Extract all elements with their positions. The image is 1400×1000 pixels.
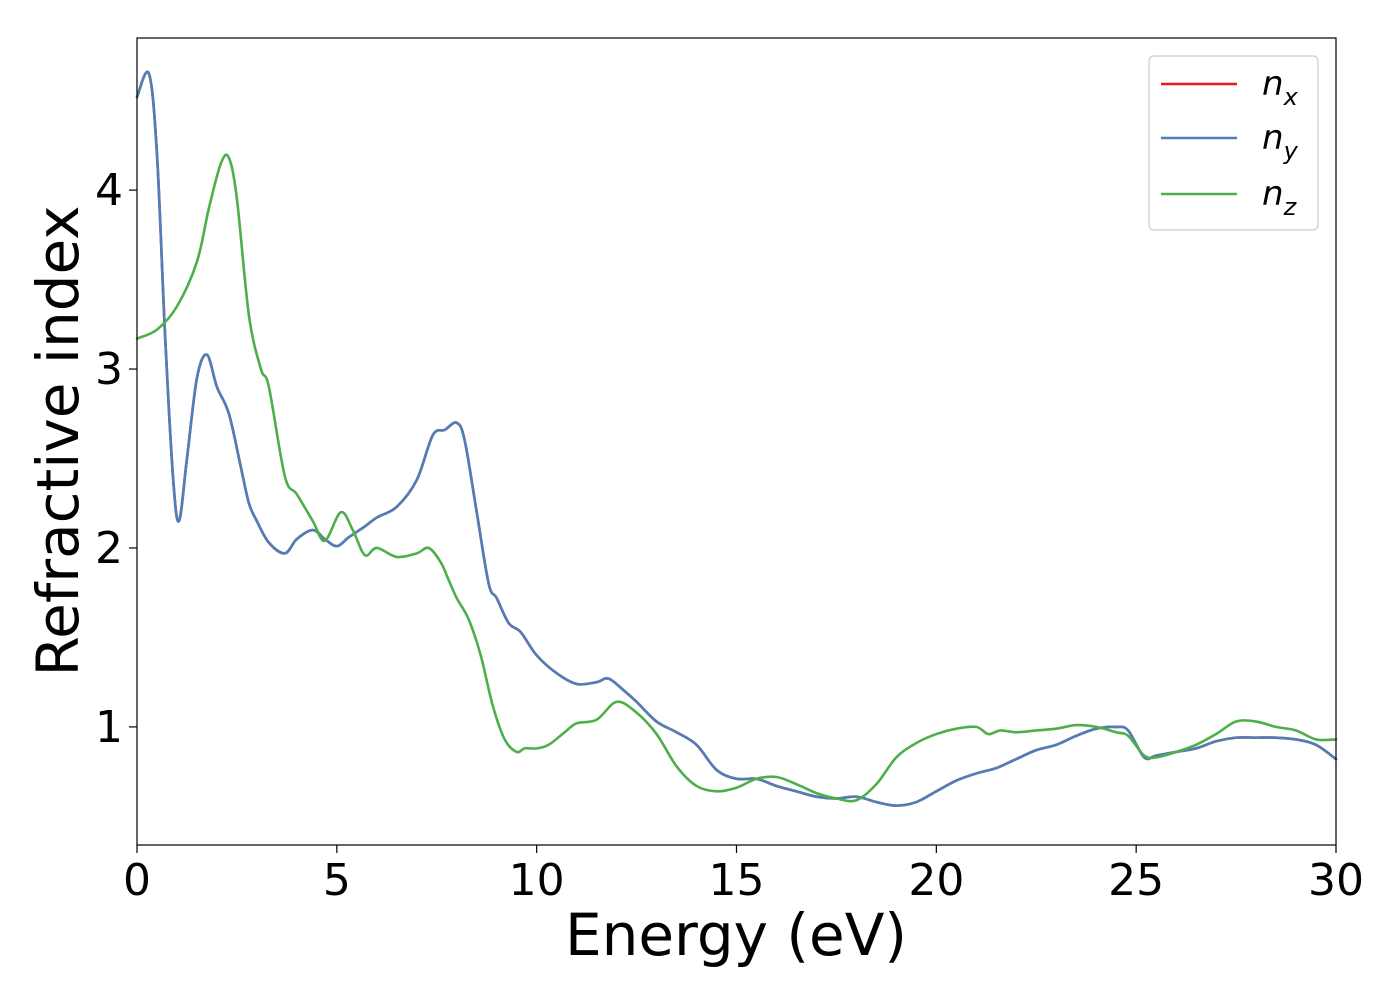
x-tick-label: 15 [709, 855, 765, 906]
x-tick-label: 20 [908, 855, 964, 906]
y-axis-ticks: 1 2 3 4 [95, 165, 137, 753]
plot-area [137, 38, 1336, 845]
series-line-y [135, 70, 1338, 807]
x-tick-label: 5 [323, 855, 351, 906]
series-layer [135, 70, 1338, 807]
x-axis-ticks: 0 5 10 15 20 25 30 [123, 845, 1364, 906]
y-axis-label: Refractive index [24, 205, 92, 676]
x-tick-label: 25 [1108, 855, 1164, 906]
y-tick-label: 2 [95, 523, 123, 574]
series-line-z [135, 153, 1338, 803]
legend-frame [1148, 55, 1319, 231]
y-tick-label: 3 [95, 344, 123, 395]
y-tick-label: 1 [95, 702, 123, 753]
x-axis-label: Energy (eV) [565, 901, 907, 969]
y-tick-label: 4 [95, 165, 123, 216]
x-tick-label: 0 [123, 855, 151, 906]
x-tick-label: 30 [1308, 855, 1364, 906]
x-tick-label: 10 [509, 855, 565, 906]
